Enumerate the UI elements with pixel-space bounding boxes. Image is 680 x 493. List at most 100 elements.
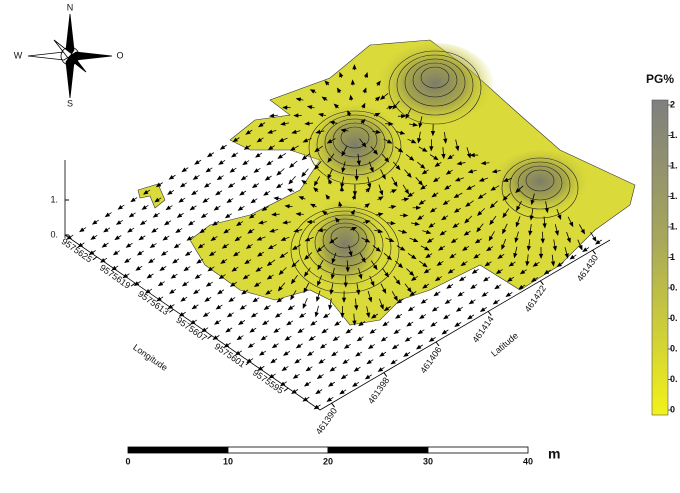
vector-head bbox=[183, 282, 187, 285]
vector-head bbox=[261, 336, 265, 339]
vector-head bbox=[332, 352, 336, 355]
longitude-tick-label: 9575601 bbox=[213, 341, 247, 369]
vector-head bbox=[253, 184, 257, 187]
vector-head bbox=[460, 277, 464, 280]
vector-head bbox=[131, 198, 135, 201]
vector-head bbox=[266, 177, 270, 180]
scale-unit: m bbox=[548, 446, 560, 462]
vector-head bbox=[238, 207, 242, 210]
vector-head bbox=[570, 256, 574, 259]
vector-head bbox=[288, 189, 292, 192]
vector-head bbox=[445, 300, 449, 303]
vector-head bbox=[202, 214, 206, 217]
vector-head bbox=[139, 236, 143, 239]
scale-label: 30 bbox=[423, 456, 433, 466]
vector-head bbox=[471, 285, 475, 288]
vector-head bbox=[213, 222, 217, 225]
vector-head bbox=[152, 229, 156, 232]
scale-label: 0 bbox=[125, 456, 130, 466]
scale-label: 40 bbox=[523, 456, 533, 466]
vector-head bbox=[256, 154, 260, 157]
vector-head bbox=[430, 338, 434, 341]
latitude-tick bbox=[593, 250, 596, 254]
longitude-tick-label: 9575625 bbox=[60, 236, 94, 264]
vector-head bbox=[187, 237, 191, 240]
vector-head bbox=[380, 353, 384, 356]
vector-head bbox=[271, 359, 275, 362]
legend-label: 0. bbox=[670, 343, 678, 353]
vector-head bbox=[176, 229, 180, 232]
vector-head bbox=[484, 278, 488, 281]
vector-head bbox=[291, 295, 294, 299]
vector-head bbox=[342, 375, 346, 378]
vector-head bbox=[193, 176, 197, 179]
vector-head bbox=[353, 383, 357, 386]
compass-e: O bbox=[116, 50, 123, 60]
vector-head bbox=[216, 191, 220, 194]
longitude-tick bbox=[284, 388, 288, 391]
vector-head bbox=[298, 329, 302, 332]
vector-head bbox=[102, 244, 106, 247]
longitude-tick-label: 9575613 bbox=[136, 289, 170, 317]
vector-head bbox=[287, 321, 291, 324]
vector-head bbox=[171, 275, 175, 278]
vector-head bbox=[276, 314, 280, 317]
vector-head bbox=[264, 192, 268, 195]
vector-head bbox=[382, 338, 386, 341]
vector-head bbox=[173, 260, 177, 263]
vector-head bbox=[263, 321, 267, 324]
vector-head bbox=[282, 367, 286, 370]
vector-head bbox=[343, 360, 347, 363]
vector-head bbox=[239, 321, 243, 324]
vector-head bbox=[162, 252, 166, 255]
vector-head bbox=[240, 192, 244, 195]
scale-segment bbox=[228, 447, 328, 453]
legend-label: 0. bbox=[670, 282, 678, 292]
vector-head bbox=[309, 337, 313, 340]
legend-label: 0 bbox=[670, 404, 675, 414]
legend-label: 1. bbox=[670, 130, 678, 140]
vector-head bbox=[278, 155, 282, 158]
vector-head bbox=[274, 329, 278, 332]
scale-label: 10 bbox=[223, 456, 233, 466]
scale-segment bbox=[128, 447, 228, 453]
vector-head bbox=[431, 323, 435, 326]
color-bar bbox=[652, 100, 668, 415]
vector-head bbox=[322, 329, 326, 332]
vector-head bbox=[226, 329, 230, 332]
vector-head bbox=[192, 305, 196, 308]
vector-head bbox=[135, 282, 139, 285]
vector-head bbox=[292, 390, 296, 393]
compass bbox=[28, 14, 112, 98]
scale-segment bbox=[428, 447, 528, 453]
vector-head bbox=[494, 301, 498, 304]
vector-head bbox=[457, 308, 461, 311]
longitude-tick bbox=[208, 336, 212, 339]
vector-head bbox=[442, 331, 446, 334]
vector-head bbox=[345, 345, 349, 348]
vector-head bbox=[481, 308, 485, 311]
vector-head bbox=[207, 283, 211, 286]
vector-head bbox=[321, 345, 325, 348]
vector-head bbox=[354, 368, 358, 371]
vector-head bbox=[154, 214, 158, 217]
compass-w: W bbox=[14, 50, 23, 60]
vector-head bbox=[142, 206, 146, 209]
vector-head bbox=[205, 298, 209, 301]
vector-head bbox=[394, 330, 398, 333]
vector-head bbox=[506, 293, 510, 296]
latitude-label: Latitude bbox=[489, 330, 520, 358]
vector-head bbox=[324, 314, 328, 317]
vector-head bbox=[230, 169, 234, 172]
vector-head bbox=[218, 176, 222, 179]
vector-head bbox=[455, 323, 459, 326]
vector-head bbox=[253, 298, 257, 301]
latitude-tick bbox=[384, 373, 387, 377]
vector-head bbox=[242, 176, 246, 179]
vector-head bbox=[213, 336, 217, 339]
vector-head bbox=[117, 221, 121, 224]
vector-head bbox=[407, 323, 411, 326]
vector-head bbox=[433, 308, 437, 311]
vector-head bbox=[583, 248, 587, 251]
vector-head bbox=[327, 398, 331, 401]
